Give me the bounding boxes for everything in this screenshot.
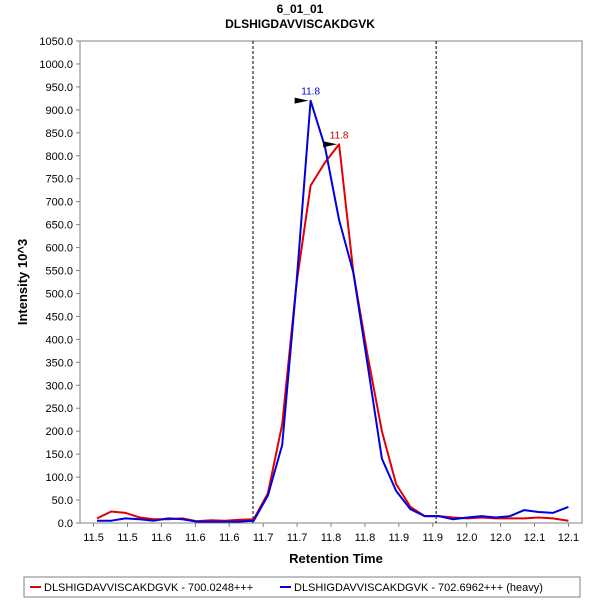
y-tick-label: 1050.0 (39, 36, 73, 48)
y-tick-label: 800.0 (45, 151, 73, 163)
peak-boundaries (252, 41, 437, 523)
y-tick-label: 750.0 (45, 174, 73, 186)
x-tick-label: 11.8 (321, 532, 342, 544)
plot-area (79, 40, 583, 524)
y-tick-label: 300.0 (45, 380, 73, 392)
y-tick-label: 100.0 (45, 472, 73, 484)
y-axis-title: Intensity 10^3 (15, 239, 30, 325)
x-tick-label: 11.8 (355, 532, 376, 544)
peak-labels: 11.8 11.8 (294, 87, 349, 148)
x-tick-label: 11.6 (185, 532, 206, 544)
y-axis: 0.0 50.0 100.0 150.0 200.0 250.0 300.0 350.0 400… (39, 36, 80, 530)
series-layer (96, 99, 569, 523)
legend-box (23, 576, 581, 598)
x-tick-label: 11.5 (83, 532, 104, 544)
y-tick-label: 150.0 (45, 449, 73, 461)
y-tick-label: 650.0 (45, 220, 73, 232)
legend-entry: DLSHIGDAVVISCAKDGVK - 700.0248+++ (44, 582, 253, 594)
y-tick-label: 500.0 (45, 288, 73, 300)
y-tick-label: 200.0 (45, 426, 73, 438)
y-tick-label: 400.0 (45, 334, 73, 346)
y-tick-label: 700.0 (45, 197, 73, 209)
x-tick-label: 12.1 (558, 532, 579, 544)
x-tick-label: 11.9 (422, 532, 443, 544)
x-tick-label: 12.0 (490, 532, 511, 544)
y-tick-label: 350.0 (45, 357, 73, 369)
legend: DLSHIGDAVVISCAKDGVK - 700.0248+++ DLSHIGD… (30, 582, 543, 594)
y-tick-label: 900.0 (45, 105, 73, 117)
peak-arrow (294, 97, 309, 104)
series-line (97, 99, 569, 523)
x-tick-label: 11.6 (219, 532, 240, 544)
chart-title: 6_01_01 (277, 2, 324, 16)
y-tick-label: 850.0 (45, 128, 73, 140)
x-tick-label: 11.7 (253, 532, 274, 544)
x-tick-label: 11.6 (151, 532, 172, 544)
peak-label: 11.8 (330, 130, 349, 141)
x-tick-label: 12.0 (456, 532, 477, 544)
y-tick-label: 0.0 (58, 518, 73, 530)
x-tick-label: 11.5 (117, 532, 138, 544)
y-tick-label: 550.0 (45, 266, 73, 278)
y-tick-label: 250.0 (45, 403, 73, 415)
y-tick-label: 450.0 (45, 311, 73, 323)
y-tick-label: 50.0 (52, 495, 73, 507)
x-tick-label: 11.9 (389, 532, 410, 544)
x-tick-label: 11.7 (287, 532, 308, 544)
legend-entry: DLSHIGDAVVISCAKDGVK - 702.6962+++ (heavy… (294, 582, 543, 594)
x-axis-title: Retention Time (289, 551, 383, 566)
peak-arrow (323, 141, 338, 148)
x-tick-label: 12.1 (524, 532, 545, 544)
chart-subtitle: DLSHIGDAVVISCAKDGVK (225, 17, 375, 31)
x-axis: 11.5 11.5 11.6 11.6 11.6 11.7 11.7 11.8 11.8 11.9… (83, 523, 579, 544)
y-tick-label: 1000.0 (39, 59, 73, 71)
y-tick-label: 950.0 (45, 82, 73, 94)
peak-label: 11.8 (301, 87, 320, 98)
y-tick-label: 600.0 (45, 243, 73, 255)
